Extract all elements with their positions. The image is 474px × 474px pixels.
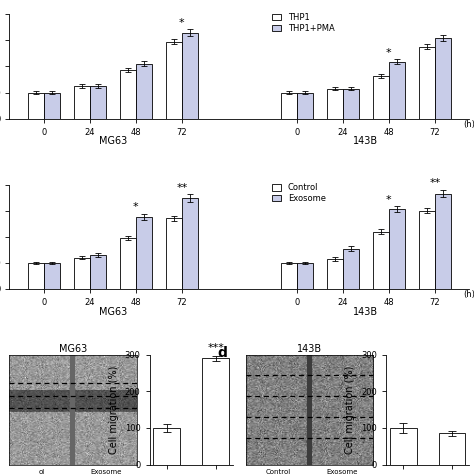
Bar [389, 62, 405, 118]
Bar [182, 198, 198, 289]
Bar [343, 248, 359, 289]
Bar [327, 89, 343, 118]
Bar [202, 358, 229, 465]
Legend: THP1, THP1+PMA: THP1, THP1+PMA [271, 12, 336, 34]
Bar [438, 433, 465, 465]
Text: (h): (h) [463, 120, 474, 129]
Text: *: * [386, 47, 392, 57]
Bar [74, 86, 90, 118]
Bar [136, 64, 152, 118]
Bar [182, 33, 198, 118]
Title: MG63: MG63 [59, 344, 87, 354]
Bar [44, 263, 60, 289]
Text: **: ** [176, 182, 188, 192]
Text: 143B: 143B [353, 137, 378, 146]
Bar [390, 428, 417, 465]
Bar [120, 238, 136, 289]
Bar [136, 217, 152, 289]
Text: *: * [179, 18, 185, 28]
Bar [74, 258, 90, 289]
Bar [166, 219, 182, 289]
Bar [297, 92, 313, 118]
Bar [28, 263, 44, 289]
Bar [419, 210, 435, 289]
Y-axis label: Cell migration (%): Cell migration (%) [109, 365, 119, 454]
Bar [120, 70, 136, 118]
Bar [389, 210, 405, 289]
Text: 143B: 143B [353, 307, 378, 317]
Bar [281, 263, 297, 289]
Text: *: * [386, 195, 392, 205]
Bar [44, 92, 60, 118]
Bar [373, 231, 389, 289]
Text: d: d [218, 346, 228, 360]
Bar [343, 89, 359, 118]
Text: ***: *** [207, 343, 224, 354]
Title: 143B: 143B [297, 344, 322, 354]
Bar [90, 86, 106, 118]
Bar [373, 75, 389, 118]
Bar [166, 42, 182, 118]
Bar [435, 194, 451, 289]
Bar [419, 47, 435, 118]
Text: MG63: MG63 [99, 307, 127, 317]
Bar [281, 92, 297, 118]
Bar [327, 259, 343, 289]
Y-axis label: Cell migration (%): Cell migration (%) [346, 365, 356, 454]
Bar [90, 255, 106, 289]
Text: (h): (h) [463, 290, 474, 299]
Bar [154, 428, 180, 465]
Bar [28, 92, 44, 118]
Legend: Control, Exosome: Control, Exosome [271, 182, 327, 204]
Bar [435, 38, 451, 118]
Text: **: ** [429, 178, 440, 189]
Text: *: * [133, 202, 139, 212]
Bar [297, 263, 313, 289]
Text: MG63: MG63 [99, 137, 127, 146]
